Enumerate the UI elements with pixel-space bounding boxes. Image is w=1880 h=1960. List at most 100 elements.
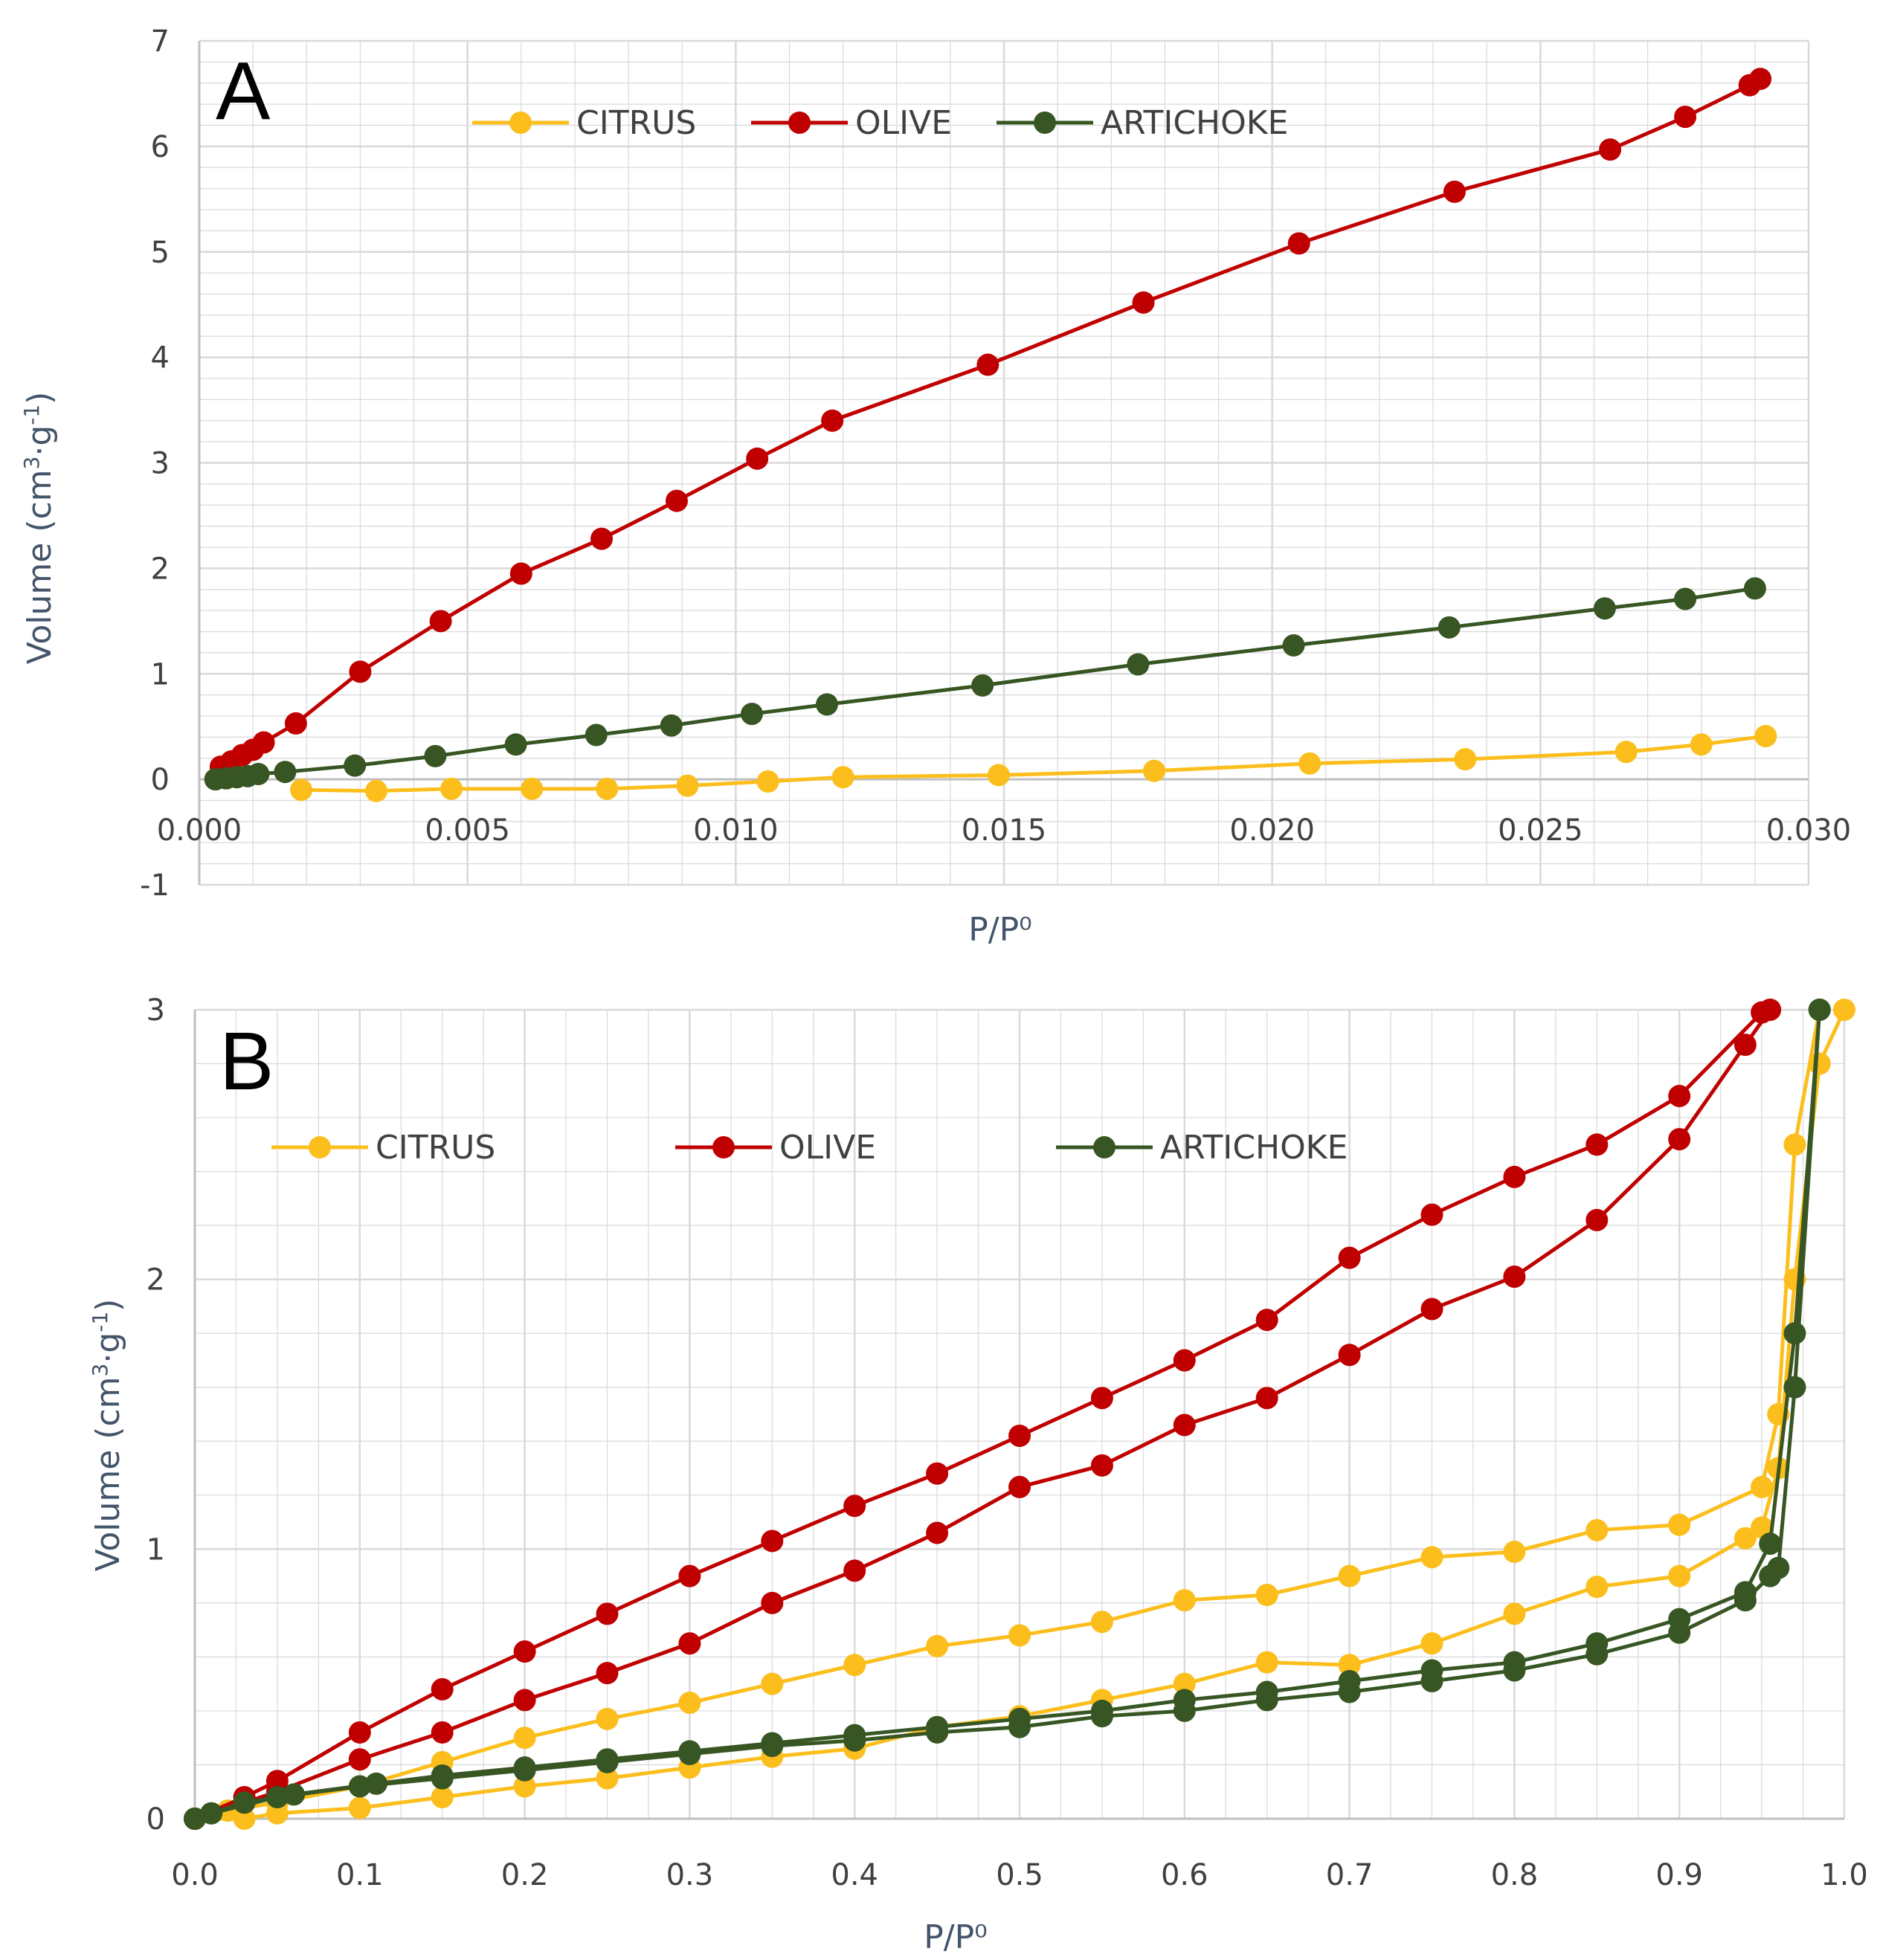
x-axis-title: P/P⁰ bbox=[968, 911, 1032, 949]
y-tick-label: 5 bbox=[151, 236, 170, 270]
data-point bbox=[1127, 653, 1150, 676]
data-point bbox=[1173, 1413, 1196, 1437]
legend-swatch-marker bbox=[712, 1136, 735, 1158]
data-point bbox=[1749, 68, 1772, 91]
y-axis-title: Volume (cm3·g-1) bbox=[88, 1299, 127, 1572]
data-point bbox=[1615, 741, 1638, 764]
data-point bbox=[926, 1715, 949, 1738]
data-point bbox=[344, 754, 367, 777]
y-axis-title-part: -1 bbox=[88, 1312, 112, 1332]
x-tick-label: 0.4 bbox=[831, 1858, 878, 1892]
x-tick-label: 1.0 bbox=[1821, 1858, 1868, 1892]
x-tick-label: 0.015 bbox=[962, 813, 1047, 848]
legend-swatch-marker bbox=[788, 112, 811, 134]
data-point bbox=[1008, 1707, 1031, 1730]
x-tick-label: 0.030 bbox=[1766, 813, 1852, 848]
data-point bbox=[676, 774, 699, 797]
data-point bbox=[233, 1808, 256, 1830]
data-point bbox=[843, 1495, 866, 1518]
data-point bbox=[1090, 1611, 1113, 1634]
data-point bbox=[843, 1724, 866, 1747]
data-point bbox=[274, 761, 297, 784]
legend-swatch-marker bbox=[509, 112, 532, 134]
data-point bbox=[1255, 1387, 1278, 1410]
data-point bbox=[678, 1632, 701, 1655]
data-point bbox=[1743, 577, 1766, 600]
series-artichoke-adsorption bbox=[184, 999, 1831, 1830]
x-tick-label: 0.8 bbox=[1491, 1858, 1539, 1892]
data-point bbox=[843, 1559, 866, 1582]
x-tick-label: 0.000 bbox=[157, 813, 242, 848]
legend-label: CITRUS bbox=[576, 104, 696, 142]
data-point bbox=[1733, 1527, 1757, 1550]
data-point bbox=[821, 409, 844, 432]
x-tick-label: 0.1 bbox=[336, 1858, 384, 1892]
legend-item-olive: OLIVE bbox=[675, 1129, 876, 1167]
data-point bbox=[513, 1689, 536, 1712]
data-point bbox=[348, 1721, 371, 1744]
data-point bbox=[513, 1775, 536, 1798]
legend-swatch-marker bbox=[309, 1136, 331, 1158]
legend-item-artichoke: ARTICHOKE bbox=[1056, 1129, 1348, 1167]
y-axis-title-part: Volume (cm bbox=[89, 1376, 127, 1571]
data-point bbox=[1090, 1387, 1113, 1410]
data-point bbox=[1090, 1699, 1113, 1722]
x-tick-label: 0.025 bbox=[1498, 813, 1583, 848]
data-point bbox=[1503, 1540, 1526, 1563]
series-citrus-desorption bbox=[184, 999, 1831, 1830]
y-axis-title-part: ) bbox=[21, 392, 59, 404]
y-axis-title-part: -1 bbox=[19, 404, 44, 425]
series-artichoke bbox=[204, 577, 1766, 791]
data-point bbox=[1751, 1475, 1774, 1498]
data-point bbox=[815, 693, 838, 716]
data-point bbox=[678, 1740, 701, 1763]
data-point bbox=[1808, 999, 1831, 1021]
x-tick-label: 0.7 bbox=[1326, 1858, 1374, 1892]
data-point bbox=[756, 770, 779, 793]
data-point bbox=[1443, 180, 1466, 203]
x-tick-label: 0.010 bbox=[693, 813, 779, 848]
x-tick-label: 0.020 bbox=[1229, 813, 1315, 848]
data-point bbox=[1690, 733, 1713, 756]
x-tick-label: 0.3 bbox=[666, 1858, 714, 1892]
data-point bbox=[1733, 1034, 1757, 1057]
data-point bbox=[283, 1783, 306, 1806]
legend-item-artichoke: ARTICHOKE bbox=[997, 104, 1288, 142]
data-point bbox=[740, 703, 763, 726]
data-point bbox=[596, 777, 619, 800]
y-tick-label: 3 bbox=[151, 447, 170, 481]
data-point bbox=[761, 1732, 784, 1755]
data-point bbox=[431, 1721, 454, 1744]
series-olive bbox=[209, 68, 1772, 778]
data-point bbox=[1599, 138, 1622, 161]
data-point bbox=[1593, 597, 1616, 620]
y-axis-title-part: ·g bbox=[21, 425, 59, 457]
data-point bbox=[843, 1654, 866, 1677]
data-point bbox=[1008, 1425, 1031, 1448]
data-point bbox=[1132, 291, 1155, 314]
data-point bbox=[1420, 1632, 1443, 1655]
data-point bbox=[513, 1756, 536, 1779]
data-point bbox=[1586, 1208, 1609, 1231]
data-point bbox=[596, 1748, 619, 1771]
data-point bbox=[761, 1672, 784, 1695]
data-point bbox=[590, 527, 613, 550]
data-point bbox=[660, 714, 683, 737]
data-point bbox=[1298, 752, 1322, 775]
data-point bbox=[1783, 1322, 1806, 1345]
data-point bbox=[971, 674, 994, 697]
data-point bbox=[1338, 1670, 1361, 1693]
data-point bbox=[1090, 1454, 1113, 1477]
data-point bbox=[596, 1662, 619, 1685]
y-tick-label: 0 bbox=[147, 1802, 165, 1837]
data-point bbox=[349, 660, 372, 683]
data-point bbox=[1751, 1001, 1774, 1024]
data-point bbox=[233, 1791, 256, 1814]
legend-label: CITRUS bbox=[376, 1129, 495, 1167]
data-point bbox=[513, 1727, 536, 1750]
legend-swatch-marker bbox=[1034, 112, 1056, 134]
data-point bbox=[1173, 1689, 1196, 1712]
data-point bbox=[509, 562, 532, 585]
legend-label: ARTICHOKE bbox=[1101, 104, 1288, 142]
data-point bbox=[431, 1785, 454, 1808]
